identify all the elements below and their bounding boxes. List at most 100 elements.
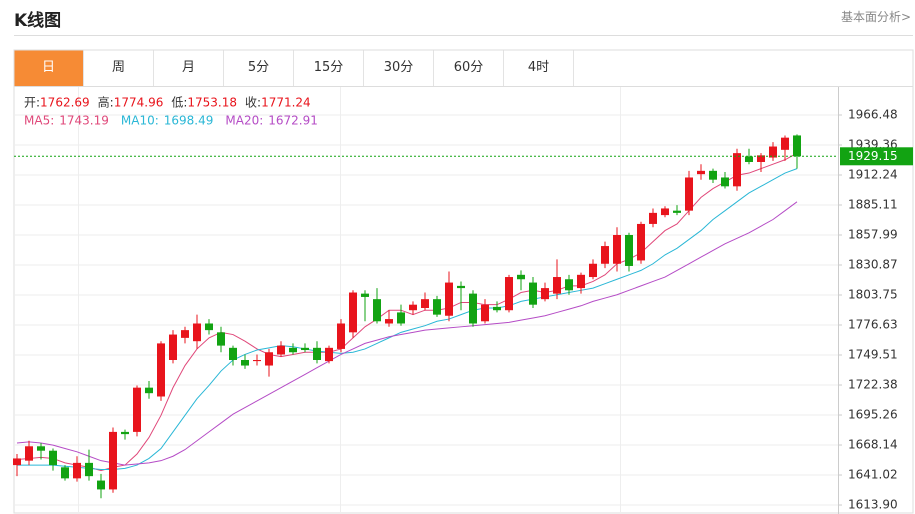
- title: K线图: [14, 11, 62, 31]
- candle-body: [589, 263, 597, 278]
- candle-body: [433, 299, 441, 315]
- info-label: 开:: [24, 96, 40, 110]
- candle-body: [673, 210, 681, 213]
- tab[interactable]: 月: [154, 50, 224, 86]
- y-tick-label: 1722.38: [848, 378, 898, 392]
- candle-body: [205, 323, 213, 331]
- candle-body: [757, 155, 765, 162]
- y-tick-label: 1668.14: [848, 438, 898, 452]
- candle-body: [265, 352, 273, 366]
- candle-body: [229, 347, 237, 360]
- ma-label: MA5:: [24, 114, 54, 128]
- candle-body: [37, 446, 45, 451]
- candle-body: [505, 277, 513, 311]
- candle-body: [793, 135, 801, 157]
- info-value: 1771.24: [261, 96, 311, 110]
- info-value: 1774.96: [114, 96, 164, 110]
- candle-body: [709, 170, 717, 180]
- candle-body: [661, 208, 669, 216]
- candle-body: [385, 319, 393, 324]
- candle-body: [625, 234, 633, 266]
- candle-body: [637, 223, 645, 261]
- ma-line: [16, 201, 798, 466]
- candle-body: [133, 387, 141, 432]
- info-label: 低:: [171, 96, 187, 110]
- candle-body: [277, 345, 285, 355]
- divider: [14, 35, 913, 36]
- last-price-box: [840, 147, 913, 166]
- y-tick-label: 1857.99: [848, 228, 898, 242]
- candle-body: [601, 246, 609, 264]
- candle-body: [217, 332, 225, 346]
- y-tick-label: 1749.51: [848, 348, 898, 362]
- candle-body: [565, 279, 573, 291]
- candle-body: [13, 458, 21, 466]
- ma-label: MA10:: [121, 114, 159, 128]
- ma-line: [17, 168, 798, 471]
- ma-value: 1672.91: [268, 114, 318, 128]
- candle-body: [445, 282, 453, 316]
- candle-body: [517, 274, 525, 280]
- candle-body: [541, 288, 549, 300]
- tab[interactable]: 4时: [504, 50, 574, 86]
- candle-body: [337, 323, 345, 349]
- candle-body: [613, 234, 621, 264]
- candle-body: [685, 177, 693, 211]
- tab[interactable]: 5分: [224, 50, 294, 86]
- y-tick-label: 1776.63: [848, 318, 898, 332]
- candle-body: [745, 156, 753, 162]
- candle-body: [193, 323, 201, 342]
- candle-body: [577, 274, 585, 289]
- candle-body: [349, 292, 357, 333]
- candle-body: [769, 146, 777, 158]
- candle-body: [457, 285, 465, 289]
- last-price-label: 1929.15: [848, 149, 898, 163]
- frame: [13, 49, 914, 514]
- tab[interactable]: 30分: [364, 50, 434, 86]
- y-tick-label: 1613.90: [848, 498, 898, 512]
- info-label: 高:: [98, 95, 114, 110]
- candle-body: [493, 306, 501, 311]
- candle-body: [25, 446, 33, 461]
- candle-body: [49, 450, 57, 466]
- candle-body: [145, 387, 153, 394]
- ma-value: 1743.19: [59, 114, 109, 128]
- candle-body: [469, 293, 477, 324]
- candle-body: [241, 359, 249, 366]
- candle-body: [121, 431, 129, 435]
- tab[interactable]: 15分: [294, 50, 364, 86]
- y-tick-label: 1912.24: [848, 167, 898, 181]
- tab[interactable]: 60分: [434, 50, 504, 86]
- y-tick-label: 1695.26: [848, 408, 898, 422]
- candle-body: [781, 137, 789, 150]
- y-tick-label: 1830.87: [848, 258, 898, 272]
- candle-body: [529, 282, 537, 305]
- candle-body: [373, 299, 381, 322]
- candle-body: [301, 347, 309, 351]
- tab[interactable]: 日: [14, 50, 84, 86]
- candle-body: [97, 480, 105, 490]
- candle-body: [85, 462, 93, 477]
- tab[interactable]: 周: [84, 50, 154, 86]
- candle-body: [169, 334, 177, 360]
- candle-body: [253, 359, 261, 362]
- y-tick-label: 1803.75: [848, 288, 898, 302]
- y-tick-label: 1641.02: [848, 468, 898, 482]
- info-value: 1753.18: [187, 96, 237, 110]
- analysis-link[interactable]: 基本面分析>: [840, 10, 911, 24]
- candle-body: [409, 304, 417, 311]
- candle-body: [481, 304, 489, 322]
- candle-body: [157, 343, 165, 397]
- candle-body: [733, 153, 741, 187]
- ma-label: MA20:: [225, 114, 263, 128]
- candle-body: [721, 177, 729, 187]
- candle-body: [61, 467, 69, 479]
- candle-body: [109, 431, 117, 490]
- ma-value: 1698.49: [164, 114, 214, 128]
- candle-body: [421, 299, 429, 309]
- candle-body: [697, 170, 705, 175]
- candle-body: [181, 330, 189, 338]
- y-tick-label: 1966.48: [848, 107, 898, 121]
